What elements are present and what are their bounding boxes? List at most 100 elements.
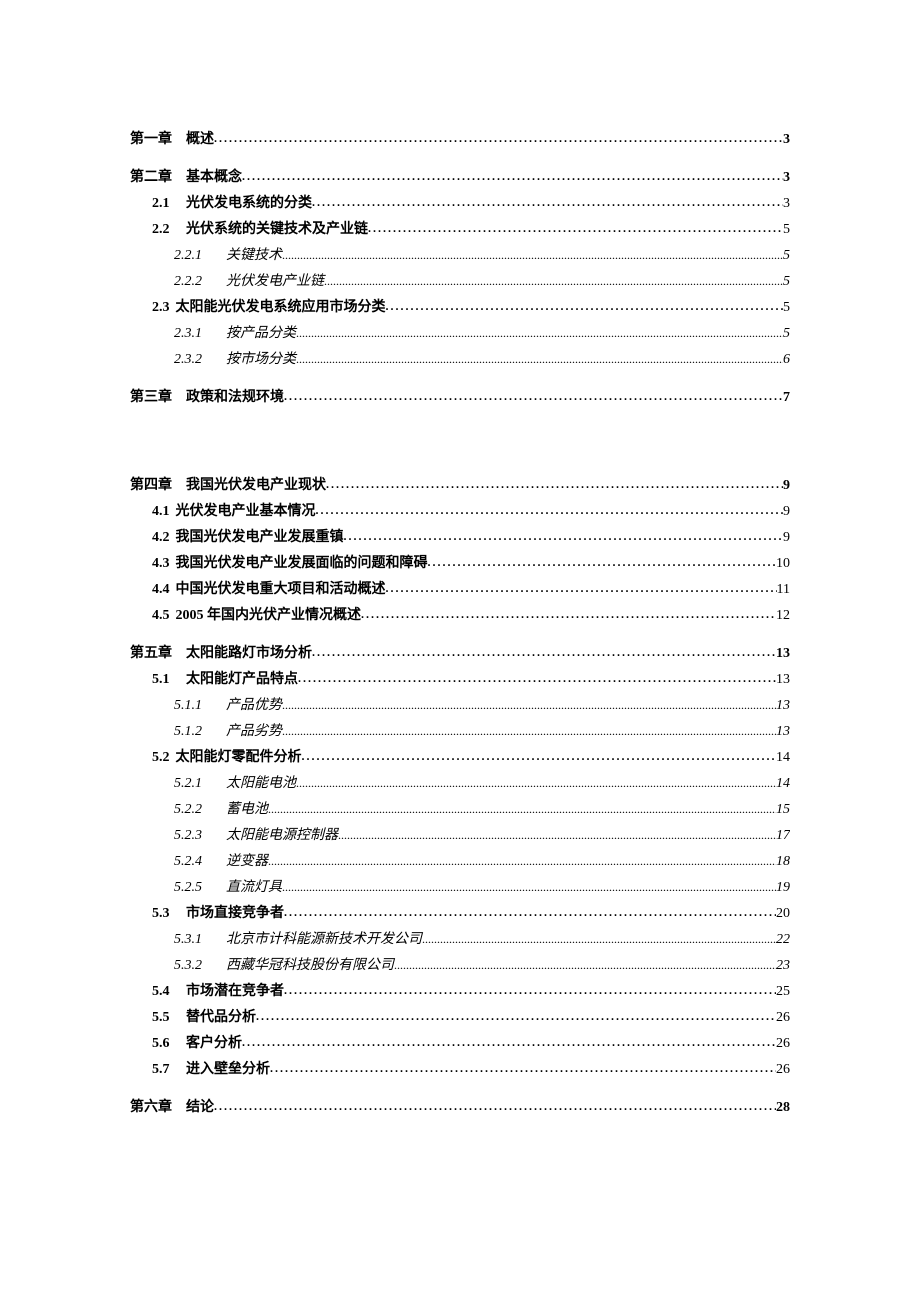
toc-number: 第三章 [130,386,172,406]
toc-leader-dots [296,352,783,367]
toc-page-number: 3 [783,196,790,212]
toc-number: 5.3.2 [174,958,226,974]
toc-number: 2.3.1 [174,326,226,342]
toc-leader-dots [284,983,776,998]
toc-entry-subsection: 2.3.2按市场分类 6 [130,348,790,368]
toc-leader-dots [214,131,783,146]
toc-page-number: 9 [783,504,790,520]
toc-entry-subsection: 2.3.1按产品分类 5 [130,322,790,342]
toc-entry-section: 5.5替代品分析26 [130,1006,790,1026]
toc-leader-dots [312,195,783,210]
toc-number: 2.3.2 [174,352,226,368]
toc-page-number: 22 [776,932,790,948]
toc-page-number: 26 [776,1010,790,1026]
toc-title: 我国光伏发电产业现状 [186,474,326,494]
toc-page-number: 14 [776,776,790,792]
toc-leader-dots [386,581,777,596]
toc-number: 第六章 [130,1096,172,1116]
toc-number: 2.3 [152,300,170,316]
toc-entry-section: 5.4市场潜在竞争者25 [130,980,790,1000]
toc-title: 进入壁垒分析 [186,1058,270,1078]
toc-entry-subsection: 2.2.2光伏发电产业链 5 [130,270,790,290]
toc-page-number: 6 [783,352,790,368]
toc-number: 5.1.2 [174,724,226,740]
toc-number: 2.2 [152,222,186,238]
toc-title: 直流灯具 [226,876,282,896]
toc-leader-dots [284,905,776,920]
toc-page-number: 5 [783,222,790,238]
toc-entry-section: 5.2太阳能灯零配件分析14 [130,746,790,766]
toc-number: 2.2.1 [174,248,226,264]
toc-page-number: 15 [776,802,790,818]
toc-title: 逆变器 [226,850,268,870]
toc-page-number: 12 [776,608,790,624]
toc-title: 中国光伏发电重大项目和活动概述 [176,578,386,598]
toc-number: 5.2.2 [174,802,226,818]
toc-entry-subsection: 5.3.1北京市计科能源新技术开发公司22 [130,928,790,948]
toc-title: 太阳能电源控制器 [226,824,338,844]
toc-leader-dots [282,698,776,713]
table-of-contents: 第一章概述3第二章基本概念32.1光伏发电系统的分类32.2光伏系统的关键技术及… [130,128,790,1116]
toc-entry-section: 5.7进入壁垒分析26 [130,1058,790,1078]
toc-entry-subsection: 5.2.2蓄电池 15 [130,798,790,818]
toc-title: 光伏发电系统的分类 [186,192,312,212]
toc-page-number: 9 [783,530,790,546]
toc-number: 5.6 [152,1036,186,1052]
toc-title: 市场直接竞争者 [186,902,284,922]
toc-title: 蓄电池 [226,798,268,818]
toc-title: 我国光伏发电产业发展面临的问题和障碍 [176,552,428,572]
toc-page-number: 23 [776,958,790,974]
toc-page-number: 17 [776,828,790,844]
toc-leader-dots [270,1061,776,1076]
toc-leader-dots [428,555,777,570]
toc-leader-dots [302,749,777,764]
toc-page-number: 13 [776,646,790,662]
toc-entry-subsection: 5.2.1太阳能电池14 [130,772,790,792]
toc-page-number: 11 [777,582,790,598]
toc-leader-dots [214,1099,776,1114]
toc-title: 基本概念 [186,166,242,186]
toc-entry-section: 4.5 2005 年国内光伏产业情况概述 12 [130,604,790,624]
toc-number: 5.3 [152,906,186,922]
toc-title: 西藏华冠科技股份有限公司 [226,954,394,974]
toc-number: 5.1.1 [174,698,226,714]
toc-entry-subsection: 5.1.1产品优势13 [130,694,790,714]
toc-number: 第四章 [130,474,172,494]
toc-number: 4.5 [152,608,170,624]
toc-page-number: 14 [776,750,790,766]
toc-entry-subsection: 5.2.4逆变器18 [130,850,790,870]
toc-title: 市场潜在竞争者 [186,980,284,1000]
toc-entry-chapter: 第五章太阳能路灯市场分析13 [130,642,790,662]
toc-page-number: 5 [783,274,790,290]
toc-leader-dots [394,958,776,973]
toc-number: 5.2.3 [174,828,226,844]
toc-title: 产品优势 [226,694,282,714]
toc-number: 2.1 [152,196,186,212]
toc-entry-section: 4.3我国光伏发电产业发展面临的问题和障碍10 [130,552,790,572]
toc-leader-dots [282,880,776,895]
toc-leader-dots [368,221,783,236]
toc-leader-dots [282,248,783,263]
toc-title: 按市场分类 [226,348,296,368]
toc-title: 光伏发电产业基本情况 [176,500,316,520]
toc-title: 光伏发电产业链 [226,270,324,290]
toc-number: 4.2 [152,530,170,546]
toc-entry-section: 5.1太阳能灯产品特点13 [130,668,790,688]
toc-title: 概述 [186,128,214,148]
toc-page-number: 26 [776,1036,790,1052]
toc-entry-section: 5.6客户分析26 [130,1032,790,1052]
toc-page-number: 5 [783,326,790,342]
toc-number: 5.1 [152,672,186,688]
toc-number: 5.2.4 [174,854,226,870]
toc-entry-subsection: 5.3.2西藏华冠科技股份有限公司 23 [130,954,790,974]
toc-title: 2005 年国内光伏产业情况概述 [176,604,362,624]
toc-page-number: 28 [776,1100,790,1116]
toc-number: 2.2.2 [174,274,226,290]
toc-number: 第五章 [130,642,172,662]
toc-title: 太阳能灯产品特点 [186,668,298,688]
toc-entry-subsection: 5.2.3太阳能电源控制器 17 [130,824,790,844]
toc-leader-dots [344,529,784,544]
toc-leader-dots [316,503,784,518]
toc-leader-dots [422,932,776,947]
toc-title: 按产品分类 [226,322,296,342]
